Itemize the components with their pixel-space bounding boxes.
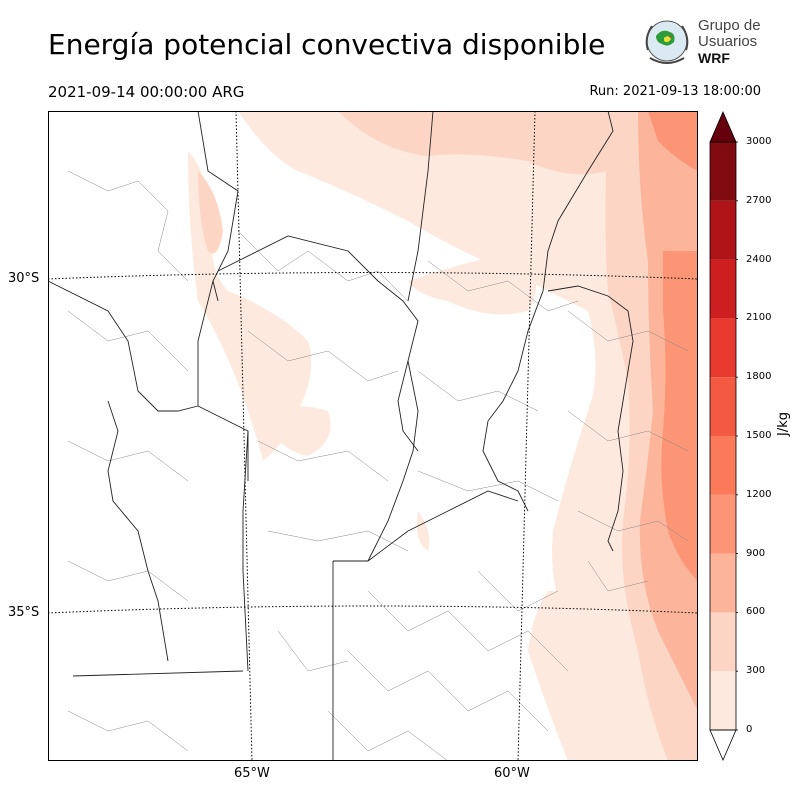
graticule xyxy=(48,111,698,761)
logo-line-3: WRF xyxy=(698,50,730,66)
colorbar-band xyxy=(710,318,736,378)
colorbar-under-arrow xyxy=(709,729,737,762)
globe-icon xyxy=(645,20,689,64)
colorbar-tick-label: 2100 xyxy=(746,312,772,324)
department-boundaries xyxy=(67,170,689,761)
cape-shading-0-300 xyxy=(188,111,698,761)
colorbar-tick-label: 2400 xyxy=(746,253,772,265)
colorbar-tick-label: 1500 xyxy=(746,430,772,441)
colorbar xyxy=(709,110,738,762)
colorbar-band xyxy=(710,494,736,554)
colorbar-band xyxy=(710,436,736,495)
lat-label-30s: 30°S xyxy=(8,271,40,286)
cape-map xyxy=(48,111,698,761)
colorbar-tick-label: 1800 xyxy=(746,371,772,383)
logo-line-1: Grupo de xyxy=(698,17,761,34)
colorbar-tick-label: 900 xyxy=(746,547,766,559)
map-frame xyxy=(48,111,698,761)
colorbar-tick-label: 3000 xyxy=(746,136,772,147)
wrf-users-group-logo: Grupo de Usuarios WRF xyxy=(638,14,768,74)
valid-time: 2021-09-14 00:00:00 ARG xyxy=(48,83,245,101)
province-boundaries xyxy=(48,111,634,761)
colorbar-band xyxy=(710,671,736,730)
chart-title: Energía potencial convectiva disponible xyxy=(48,28,606,61)
colorbar-unit-label: J/kg xyxy=(776,412,791,436)
colorbar-band xyxy=(710,200,736,260)
colorbar-band xyxy=(710,612,736,672)
lat-label-35s: 35°S xyxy=(8,605,40,620)
logo-line-2: Usuarios xyxy=(698,33,758,50)
colorbar-over-arrow xyxy=(709,110,737,143)
colorbar-tick-label: 300 xyxy=(746,665,766,677)
colorbar-tick-label: 2700 xyxy=(746,194,772,206)
lon-label-60w: 60°W xyxy=(494,766,530,781)
colorbar-band xyxy=(710,259,736,319)
run-time: Run: 2021-09-13 18:00:00 xyxy=(589,84,761,99)
cape-shading-900-1200 xyxy=(648,111,698,581)
colorbar-band xyxy=(710,377,736,436)
lon-label-65w: 65°W xyxy=(234,766,270,781)
colorbar-tick-label: 600 xyxy=(746,606,766,618)
colorbar-band xyxy=(710,142,736,201)
colorbar-tick-label: 1200 xyxy=(746,488,772,500)
colorbar-band xyxy=(710,553,736,613)
colorbar-tick-label: 0 xyxy=(746,724,753,735)
